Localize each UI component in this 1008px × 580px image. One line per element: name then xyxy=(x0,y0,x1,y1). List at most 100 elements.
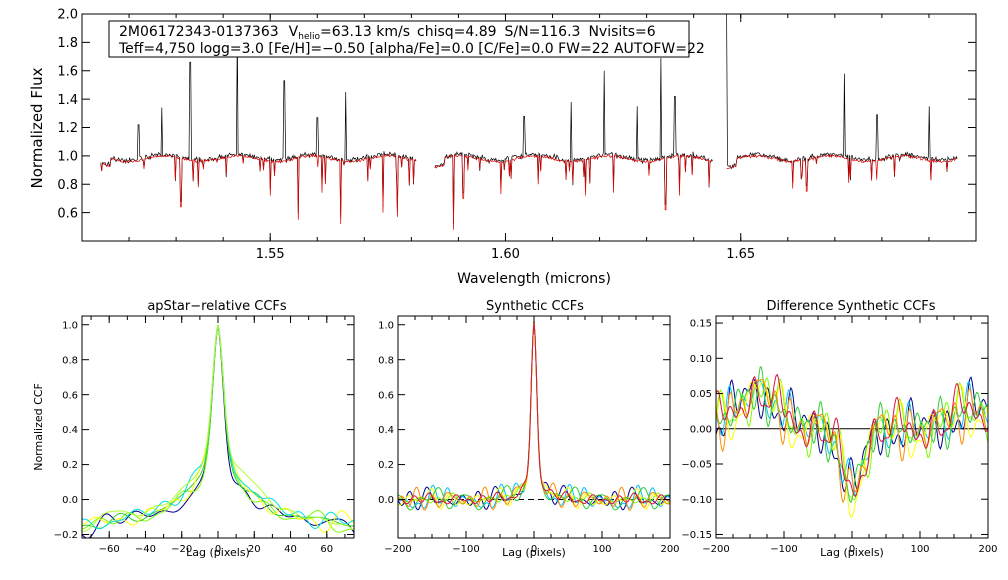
x-tick-label: −200 xyxy=(384,544,411,555)
ccf-series-3 xyxy=(398,321,670,510)
spectrum-plot-area xyxy=(100,14,958,230)
x-tick-label: 0 xyxy=(531,544,537,555)
ccf-difference-plot-area xyxy=(716,366,988,518)
y-tick-label: 1.4 xyxy=(57,93,78,108)
x-tick-label: 1.60 xyxy=(491,247,520,262)
ccf-apstar-title: apStar−relative CCFs xyxy=(147,299,287,314)
spectrum-ylabel: Normalized Flux xyxy=(28,67,46,188)
x-tick-label: −100 xyxy=(770,544,797,555)
x-tick-label: 1.55 xyxy=(256,247,285,262)
ccf-apstar-xlabel: Lag (pixels) xyxy=(186,546,250,559)
nvisits-value: Nvisits=6 xyxy=(588,24,655,40)
ccf-synthetic-panel: Synthetic CCFs −200 −100 0 100 200 0.0 0.2 0.4 0… xyxy=(378,299,679,559)
x-tick-label: −200 xyxy=(702,544,729,555)
ccf-series-1 xyxy=(398,321,670,509)
ccf-synthetic-ticks: −200 −100 0 100 200 0.0 0.2 0.4 0.6 0.8 1.0 xyxy=(378,316,680,555)
spectrum-panel: 1.55 1.60 1.65 0.6 0.8 1.0 1.2 1.4 1.6 1.8 2.0 Nor… xyxy=(28,8,977,287)
vhelio-value: =63.13 km/s xyxy=(320,24,410,40)
y-tick-label: 0.8 xyxy=(378,355,394,366)
ccf-difference-frame xyxy=(715,315,989,539)
ccf-apstar-ticks: −60 −40 −20 0 20 40 60 −0.2 0.0 0.2 0.4 0.6 0.8 1.0 xyxy=(54,316,354,555)
y-tick-label: 0.0 xyxy=(378,495,394,506)
ccf-apstar-ylabel: Normalized CCF xyxy=(32,383,45,471)
y-tick-label: 0.4 xyxy=(378,425,394,436)
y-tick-label: −0.15 xyxy=(681,530,712,541)
vhelio-subscript: helio xyxy=(298,32,320,42)
y-tick-label: 0.00 xyxy=(690,424,712,435)
y-tick-label: 0.2 xyxy=(62,460,78,471)
ccf-apstar-frame xyxy=(81,315,355,539)
x-tick-label: −60 xyxy=(99,544,120,555)
y-tick-label: 1.2 xyxy=(57,121,78,136)
ccf-series-3 xyxy=(82,324,354,533)
y-tick-label: 0.05 xyxy=(690,389,712,400)
annotation-box xyxy=(108,20,690,58)
x-tick-label: 60 xyxy=(320,544,333,555)
ccf-apstar-panel: apStar−relative CCFs −60 −40 −20 0 20 40 60 −0.… xyxy=(32,299,355,559)
y-tick-label: 0.4 xyxy=(62,425,78,436)
y-tick-label: 0.0 xyxy=(62,495,78,506)
ccf-series-0 xyxy=(82,324,354,538)
ccf-series-2 xyxy=(398,321,670,505)
x-tick-label: 0 xyxy=(215,544,221,555)
y-tick-label: 0.6 xyxy=(378,390,394,401)
snr-value: S/N=116.3 xyxy=(505,24,581,40)
ccf-difference-title: Difference Synthetic CCFs xyxy=(766,299,935,314)
x-tick-label: 20 xyxy=(248,544,261,555)
ccf-series-6 xyxy=(398,321,670,505)
y-tick-label: 1.0 xyxy=(378,320,394,331)
y-tick-label: 0.2 xyxy=(378,460,394,471)
ccf-series-2 xyxy=(82,324,354,529)
ccf-series-4 xyxy=(82,324,354,530)
model-spectrum-segment-0 xyxy=(100,153,417,225)
y-tick-label: 0.10 xyxy=(690,354,712,365)
ccf-synthetic-plot-area xyxy=(398,321,670,511)
vhelio-symbol: V xyxy=(289,24,299,40)
y-tick-label: 0.6 xyxy=(57,206,78,221)
ccf-synthetic-xlabel: Lag (pixels) xyxy=(502,546,566,559)
chisq-value: chisq=4.89 xyxy=(417,24,497,40)
ccf-apstar-plot-area xyxy=(82,324,354,538)
x-tick-label: −100 xyxy=(452,544,479,555)
observed-spectrum-segment-1 xyxy=(434,57,713,225)
model-spectrum-segment-2 xyxy=(726,153,958,192)
ccf-series-0 xyxy=(716,376,988,493)
observed-spectrum-segment-0 xyxy=(100,26,417,219)
y-tick-label: −0.05 xyxy=(681,460,712,471)
ccf-series-5 xyxy=(82,324,354,532)
ccf-difference-panel: Difference Synthetic CCFs −200 −100 0 100 20… xyxy=(681,299,997,559)
annotation-line-2: Teff=4,750 logg=3.0 [Fe/H]=−0.50 [alpha/… xyxy=(118,41,705,57)
model-spectrum-segment-1 xyxy=(434,153,713,230)
ccf-series-0 xyxy=(398,321,670,511)
x-tick-label: −40 xyxy=(135,544,156,555)
y-tick-label: 1.6 xyxy=(57,64,78,79)
ccf-series-1 xyxy=(82,324,354,533)
ccf-synthetic-title: Synthetic CCFs xyxy=(486,299,584,314)
x-tick-label: 100 xyxy=(592,544,611,555)
ccf-synthetic-frame xyxy=(397,315,671,539)
x-tick-label: 200 xyxy=(978,544,997,555)
spectrum-xlabel: Wavelength (microns) xyxy=(457,271,611,287)
x-tick-label: 0 xyxy=(849,544,855,555)
ccf-series-5 xyxy=(716,378,988,504)
ccf-series-5 xyxy=(398,321,670,511)
y-tick-label: −0.10 xyxy=(681,495,712,506)
star-id: 2M06172343-0137363 xyxy=(119,24,279,40)
y-tick-label: 0.8 xyxy=(57,178,78,193)
ccf-series-4 xyxy=(398,321,670,511)
y-tick-label: −0.2 xyxy=(54,530,78,541)
y-tick-label: 0.15 xyxy=(690,319,712,330)
spectrum-ticks: 1.55 1.60 1.65 0.6 0.8 1.0 1.2 1.4 1.6 1.8 2.0 xyxy=(57,8,976,262)
y-tick-label: 1.8 xyxy=(57,36,78,51)
spectrum-annotation: 2M06172343-0137363 Vhelio=63.13 km/s chisq… xyxy=(108,20,705,58)
annotation-line-1: 2M06172343-0137363 Vhelio=63.13 km/s chisq… xyxy=(119,24,656,42)
y-tick-label: 2.0 xyxy=(57,8,78,23)
x-tick-label: 100 xyxy=(910,544,929,555)
x-tick-label: 1.65 xyxy=(726,247,755,262)
x-tick-label: −20 xyxy=(171,544,192,555)
y-tick-label: 1.0 xyxy=(62,320,78,331)
y-tick-label: 0.8 xyxy=(62,355,78,366)
ccf-series-6 xyxy=(716,373,988,497)
y-tick-label: 0.6 xyxy=(62,390,78,401)
